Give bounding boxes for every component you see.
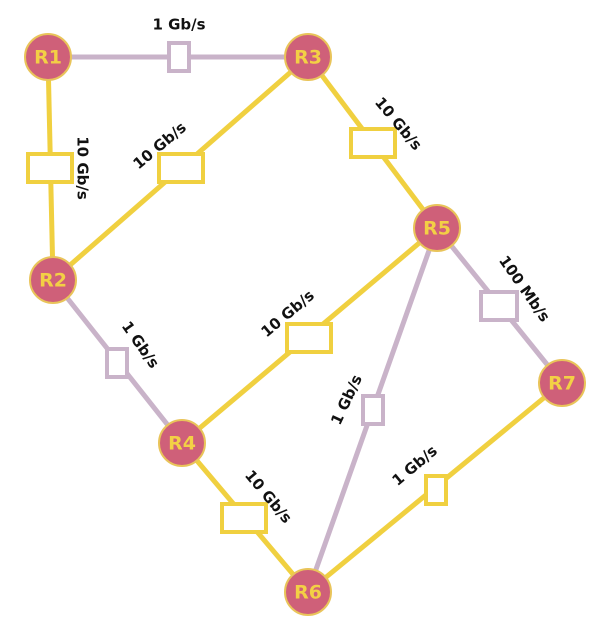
- router-node-r5: [413, 204, 461, 252]
- link-marker-r2-r3: [157, 152, 205, 184]
- link-speed-label-r1-r3: 1 Gb/s: [152, 16, 205, 34]
- router-node-r6: [284, 568, 332, 616]
- router-r4: R4: [158, 419, 206, 467]
- router-label-r3: R3: [294, 47, 322, 69]
- link-marker-r2-r4: [105, 347, 129, 379]
- link-marker-r4-r6: [220, 502, 268, 534]
- router-label-r5: R5: [423, 218, 451, 240]
- link-marker-r3-r5: [349, 127, 397, 159]
- link-speed-label-r1-r2: 10 Gb/s: [74, 136, 92, 200]
- router-label-r1: R1: [34, 47, 62, 69]
- link-marker-r4-r5: [285, 322, 333, 354]
- router-label-r2: R2: [39, 270, 67, 292]
- router-label-r4: R4: [168, 433, 196, 455]
- router-node-r1: [24, 33, 72, 81]
- link-marker-r5-r7: [479, 290, 519, 322]
- router-node-r3: [284, 33, 332, 81]
- router-node-r2: [29, 256, 77, 304]
- link-marker-r5-r6: [361, 394, 385, 426]
- router-node-r7: [538, 359, 586, 407]
- link-marker-r1-r2: [26, 152, 74, 184]
- link-marker-r1-r3: [167, 41, 191, 73]
- router-r2: R2: [29, 256, 77, 304]
- router-r6: R6: [284, 568, 332, 616]
- router-node-r4: [158, 419, 206, 467]
- router-label-r7: R7: [548, 373, 576, 395]
- router-r7: R7: [538, 359, 586, 407]
- link-marker-r6-r7: [424, 474, 448, 506]
- router-r1: R1: [24, 33, 72, 81]
- router-label-r6: R6: [294, 582, 322, 604]
- link-speed-label-r5-r6: 1 Gb/s: [327, 372, 366, 428]
- router-r5: R5: [413, 204, 461, 252]
- router-r3: R3: [284, 33, 332, 81]
